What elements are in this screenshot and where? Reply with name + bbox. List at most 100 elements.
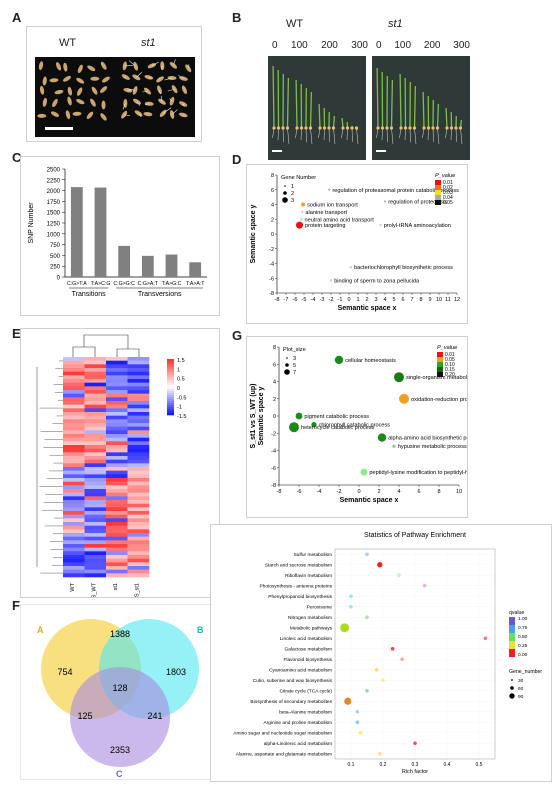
pathway-point: [397, 573, 401, 578]
x-tick-label: 12: [454, 297, 460, 303]
pathway-point: [374, 667, 379, 672]
seed-grain: [42, 76, 47, 86]
color-legend-label: 0.04: [443, 195, 453, 201]
heatmap-cell: [127, 525, 150, 530]
heatmap-cell: [106, 467, 128, 471]
shoot: [390, 79, 394, 129]
heatmap-cell: [84, 551, 107, 556]
gene-number-legend-label: 30: [518, 678, 524, 684]
panel-letter-g: G: [232, 328, 243, 343]
group-label-transversions: Transversions: [138, 291, 182, 298]
y-tick-label: -8: [271, 483, 276, 489]
seed-root: [122, 103, 126, 110]
qvalue-legend-label: 1.00: [518, 616, 528, 622]
data-point: [311, 422, 317, 428]
seed: [318, 126, 322, 130]
heatmap-cell: [106, 415, 128, 420]
seed-grain: [63, 62, 68, 72]
count-a-only: 754: [57, 667, 72, 677]
heatmap-cell: [84, 364, 107, 369]
data-point: [301, 210, 304, 214]
color-scale-segment: [167, 413, 174, 416]
heatmap-cell: [106, 555, 128, 559]
root: [376, 127, 379, 139]
heatmap-cell: [63, 375, 85, 380]
pathway-point: [365, 688, 369, 693]
seed: [354, 126, 359, 130]
seed-grain: [87, 65, 96, 72]
y-tick-label: 1250: [47, 222, 61, 228]
data-point: [383, 200, 387, 203]
seed: [403, 126, 408, 130]
shoot: [286, 77, 290, 129]
size-legend-dot: [286, 357, 288, 359]
heatmap-cell: [63, 393, 85, 398]
seed: [304, 126, 308, 130]
seed-grain-germinated: [132, 86, 138, 95]
color-scale-segment: [167, 403, 174, 406]
seed-grain: [67, 96, 72, 106]
y-tick-label: 500: [50, 254, 61, 260]
x-tick-label: 10: [436, 297, 442, 303]
heatmap-cell: [127, 511, 150, 515]
seed-grain: [55, 62, 62, 71]
dose-label: 300: [453, 40, 470, 51]
seed-grain: [77, 64, 83, 74]
heatmap-cell: [127, 507, 150, 512]
seed: [454, 126, 458, 130]
heatmap-cell: [127, 489, 150, 493]
heatmap-cell: [84, 371, 107, 376]
data-point: [377, 433, 387, 442]
x-tick-label: 10: [456, 489, 462, 495]
expression-heatmap: 1.5 1 0.5 0 -0.5 -1 -1.5 WT S_WT st1 S_st1: [36, 334, 186, 598]
dose-label: 200: [321, 40, 338, 51]
seedling-graphic-wt: [272, 65, 359, 152]
heatmap-cell: [106, 445, 128, 449]
x-tick-label: -2: [329, 297, 334, 303]
pathway-label: Cutin, suberine and wax biosynthesis: [253, 678, 333, 684]
heatmap-cell: [84, 485, 107, 490]
shoot: [332, 115, 336, 129]
seed: [412, 126, 417, 130]
pathway-label: Linoleic acid metabolism: [280, 636, 332, 642]
color-scale-segment: [167, 359, 174, 362]
panel-a-frame: WT st1: [26, 26, 202, 142]
pathway-label: Flavonoid biosynthesis: [283, 657, 332, 663]
heatmap-cell: [84, 434, 107, 438]
heatmap-cell: [106, 434, 128, 438]
heatmap-cell: [106, 533, 128, 537]
heatmap-cell: [84, 357, 107, 361]
y-tick-label: 8: [273, 345, 276, 351]
size-legend-label: 3: [293, 356, 296, 362]
panel-c-frame: 0 250 500 750 1000 1250 1500 1750 2000 2250 2500 SN…: [20, 156, 220, 316]
column-label: WT: [70, 582, 76, 591]
seed-root: [160, 95, 163, 102]
heatmap-cell: [63, 544, 85, 548]
panel-h-frame: Statistics of Pathway Enrichment 0.1 0.2 0.…: [210, 524, 552, 782]
seedling-photo-st1: [372, 56, 470, 160]
seed-grain-germinated: [169, 62, 178, 69]
heatmap-cell: [63, 474, 85, 479]
seed-grain-germinated: [123, 88, 133, 93]
heatmap-cell: [84, 386, 107, 391]
point-label: alanine transport: [305, 210, 347, 216]
heatmap-cell: [84, 536, 107, 541]
heatmap-cell: [127, 375, 150, 380]
seed-grain: [90, 98, 96, 107]
x-tick-label: -1: [338, 297, 343, 303]
shoot: [309, 91, 313, 129]
y-tick-label: 0: [57, 276, 61, 282]
root: [450, 127, 452, 141]
pathway-point: [340, 623, 350, 633]
root: [381, 127, 383, 141]
heatmap-cell: [84, 445, 107, 449]
y-tick-label: -4: [269, 262, 274, 268]
panel-letter-a: A: [12, 10, 22, 25]
heatmap-cell: [127, 445, 150, 449]
seed-grain-germinated: [121, 110, 128, 119]
go-semantic-scatter-g: -8 -6 -4 -2 0 2 4 6 8 10 -8 -6 -4 -2 0 2 4 6 8 Semantic spa…: [250, 345, 492, 504]
count-b-c: 241: [147, 711, 162, 721]
heatmap-cell: [63, 404, 85, 409]
seed-grain: [54, 89, 64, 95]
root: [282, 127, 284, 143]
